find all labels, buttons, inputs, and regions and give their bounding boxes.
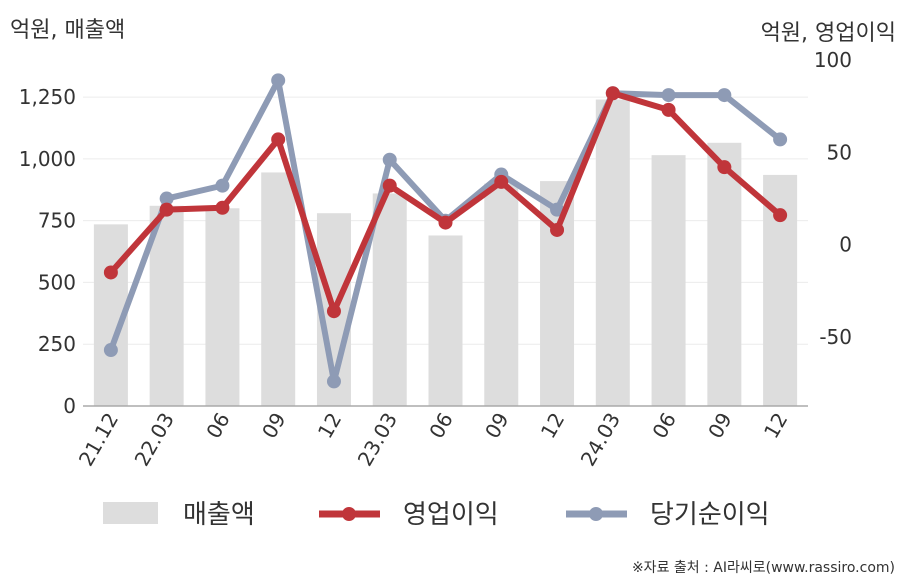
net-income-point-1 [159,191,174,206]
operating-profit-point-0 [103,265,118,280]
revenue-bar-11 [707,142,742,407]
net-income-point-8 [550,202,565,217]
net-income-point-3 [271,73,286,88]
x-tick-label-6: 06 [424,409,458,443]
revenue-bar-10 [651,155,686,406]
operating-profit-point-9 [605,86,620,101]
revenue-bar-3 [261,172,296,406]
left-tick-label-2: 500 [38,270,76,294]
source-note: ※자료 출처 : AI라씨로(www.rassiro.com) [632,560,895,576]
operating-profit-point-2 [215,200,230,215]
legend-label-net-income: 당기순이익 [650,500,770,530]
revenue-bar-6 [428,235,463,406]
right-axis-unit: 억원, 영업이익 [761,21,896,46]
x-tick-label-1: 22.03 [130,409,179,471]
revenue-bar-7 [484,183,519,406]
net-income-point-2 [215,178,230,193]
right-tick-label-3: 100 [814,48,852,72]
legend-swatch-revenue [103,502,158,524]
operating-profit-point-8 [550,222,565,237]
operating-profit-point-5 [382,178,397,193]
x-tick-label-8: 12 [536,409,570,443]
operating-profit-point-11 [717,160,732,175]
net-income-point-12 [773,132,788,147]
x-tick-label-3: 09 [257,409,291,443]
revenue-bars [93,99,798,407]
operating-profit-point-1 [159,202,174,217]
net-income-point-4 [326,374,341,389]
profit-lines [103,73,788,389]
net-income-point-5 [382,152,397,167]
left-tick-label-1: 250 [38,332,76,356]
x-tick-label-2: 06 [201,409,235,443]
revenue-bar-9 [595,99,630,407]
left-tick-label-0: 0 [63,394,76,418]
x-axis-ticks: 21.12 22.03 06 09 12 23.03 06 09 12 24.03 06 09 12 [74,409,793,471]
x-tick-label-5: 23.03 [353,409,402,471]
x-tick-label-12: 12 [759,409,793,443]
right-axis-ticks: -50 0 50 100 [814,48,852,349]
operating-profit-point-6 [438,215,453,230]
left-tick-label-5: 1,250 [19,85,76,109]
right-tick-label-1: 0 [839,233,852,257]
legend-marker-net-income [589,507,603,521]
legend-label-revenue: 매출액 [183,500,255,530]
right-tick-label-2: 50 [827,140,852,164]
x-tick-label-4: 12 [313,409,347,443]
left-axis-ticks: 0 250 500 750 1,000 1,250 [19,85,76,418]
left-tick-label-3: 750 [38,209,76,233]
x-tick-label-10: 06 [647,409,681,443]
net-income-point-11 [717,88,732,103]
revenue-bar-2 [205,208,240,406]
net-income-point-0 [103,343,118,358]
revenue-bar-5 [372,193,407,406]
revenue-bar-1 [149,205,184,406]
left-tick-label-4: 1,000 [19,147,76,171]
right-tick-label-0: -50 [819,325,852,349]
operating-profit-point-3 [271,132,286,147]
legend: 매출액 영업이익 당기순이익 [103,500,770,530]
left-axis-unit: 억원, 매출액 [10,18,125,43]
operating-profit-point-7 [494,174,509,189]
x-tick-label-0: 21.12 [74,409,123,471]
operating-profit-point-4 [326,304,341,319]
legend-label-operating-profit: 영업이익 [403,500,499,530]
legend-marker-operating-profit [342,507,356,521]
x-tick-label-9: 24.03 [576,409,625,471]
operating-profit-point-10 [661,102,676,117]
net-income-point-10 [661,88,676,103]
x-tick-label-11: 09 [703,409,737,443]
operating-profit-point-12 [773,208,788,223]
x-tick-label-7: 09 [480,409,514,443]
